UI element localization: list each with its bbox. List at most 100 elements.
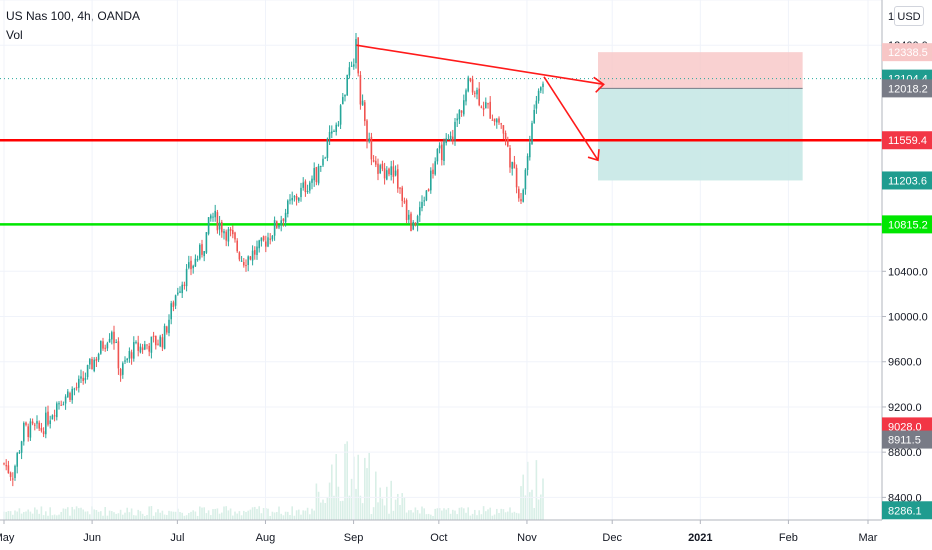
volume-bar <box>430 514 432 520</box>
candle-body <box>20 441 23 453</box>
candle-body <box>221 221 223 233</box>
volume-bar <box>419 513 421 520</box>
time-tick-label: 2021 <box>688 532 712 544</box>
volume-bar <box>458 507 461 520</box>
candle-body <box>480 106 483 108</box>
volume-bar <box>408 510 410 520</box>
candle-body <box>476 89 478 95</box>
candle-body <box>302 182 304 188</box>
candle-body <box>537 90 540 101</box>
candle-body <box>392 166 395 177</box>
candle-body <box>458 109 461 120</box>
volume-bar <box>102 515 104 520</box>
volume-bar <box>293 515 296 520</box>
candle-body <box>394 170 397 176</box>
volume-bar <box>212 509 214 520</box>
take-profit-zone <box>598 88 803 181</box>
volume-bar <box>82 509 84 520</box>
volume-bar <box>168 510 170 520</box>
chart-legend-symbol[interactable]: US Nas 100, 4h, OANDA <box>6 9 141 23</box>
volume-bar <box>359 495 362 520</box>
candle-body <box>271 235 274 240</box>
volume-bar <box>355 488 357 520</box>
volume-bar <box>471 513 474 520</box>
volume-bar <box>227 510 230 520</box>
candle-body <box>47 411 49 425</box>
volume-bar <box>236 513 238 520</box>
volume-bar <box>84 511 87 520</box>
candle-body <box>27 426 29 437</box>
volume-bar <box>368 452 370 520</box>
candle-body <box>183 284 186 286</box>
volume-bar <box>348 495 351 520</box>
volume-bar <box>14 510 16 520</box>
candle-body <box>269 238 271 240</box>
currency-button[interactable]: USD <box>894 6 924 26</box>
volume-bar <box>339 501 342 520</box>
volume-bar <box>190 511 192 520</box>
volume-bar <box>287 511 289 520</box>
candle-body <box>262 236 265 241</box>
volume-bar <box>436 508 439 520</box>
volume-bar <box>480 514 483 520</box>
volume-bar <box>399 504 401 520</box>
candle-body <box>372 160 375 162</box>
chart-legend-volume[interactable]: Vol <box>6 28 23 42</box>
candle-body <box>212 216 214 218</box>
candle-body <box>361 100 364 106</box>
candle-body <box>443 141 445 161</box>
candle-body <box>509 147 511 168</box>
volume-bar <box>381 498 384 520</box>
volume-bar <box>511 512 513 520</box>
volume-bar <box>86 511 89 520</box>
volume-bar <box>326 497 329 520</box>
candlesticks <box>3 32 544 487</box>
candle-body <box>236 240 238 252</box>
volume-bar <box>535 460 538 520</box>
candle-body <box>174 295 177 306</box>
price-label-text: 11203.6 <box>888 175 927 187</box>
volume-bar <box>78 508 80 520</box>
volume-bar <box>502 509 505 520</box>
candle-body <box>377 163 379 174</box>
volume-bar <box>100 511 102 520</box>
candle-body <box>366 120 368 142</box>
projection-arrow <box>543 76 599 161</box>
volume-bar <box>269 515 271 520</box>
candle-body <box>309 182 311 191</box>
volume-bar <box>18 508 21 520</box>
time-tick-label: Dec <box>602 532 622 544</box>
volume-bar <box>425 514 428 520</box>
candle-body <box>128 350 131 359</box>
volume-bar <box>47 515 49 520</box>
candle-body <box>78 378 80 388</box>
candle-body <box>265 241 267 247</box>
candle-body <box>425 190 428 201</box>
volume-bar <box>254 506 256 520</box>
volume-bar <box>449 513 452 520</box>
candle-body <box>500 123 502 125</box>
volume-bar <box>344 443 346 520</box>
volume-bar <box>130 508 133 520</box>
volume-bar <box>414 507 417 520</box>
volume-bar <box>69 515 71 520</box>
volume-bar <box>500 508 502 520</box>
volume-bar <box>337 486 340 520</box>
candle-body <box>119 368 122 376</box>
candle-body <box>256 246 258 255</box>
candle-body <box>518 188 520 199</box>
candle-body <box>502 125 505 134</box>
volume-bar <box>271 511 274 520</box>
volume-bar <box>174 511 177 520</box>
candle-body <box>375 160 377 165</box>
volume-bar <box>240 515 243 520</box>
volume-bar <box>489 507 491 520</box>
price-label-badge <box>882 131 932 150</box>
volume-bar <box>372 507 375 520</box>
candle-body <box>491 119 494 121</box>
volume-bar <box>111 511 113 520</box>
volume-bar <box>441 510 443 520</box>
candle-body <box>205 232 208 253</box>
volume-bar <box>141 513 144 520</box>
